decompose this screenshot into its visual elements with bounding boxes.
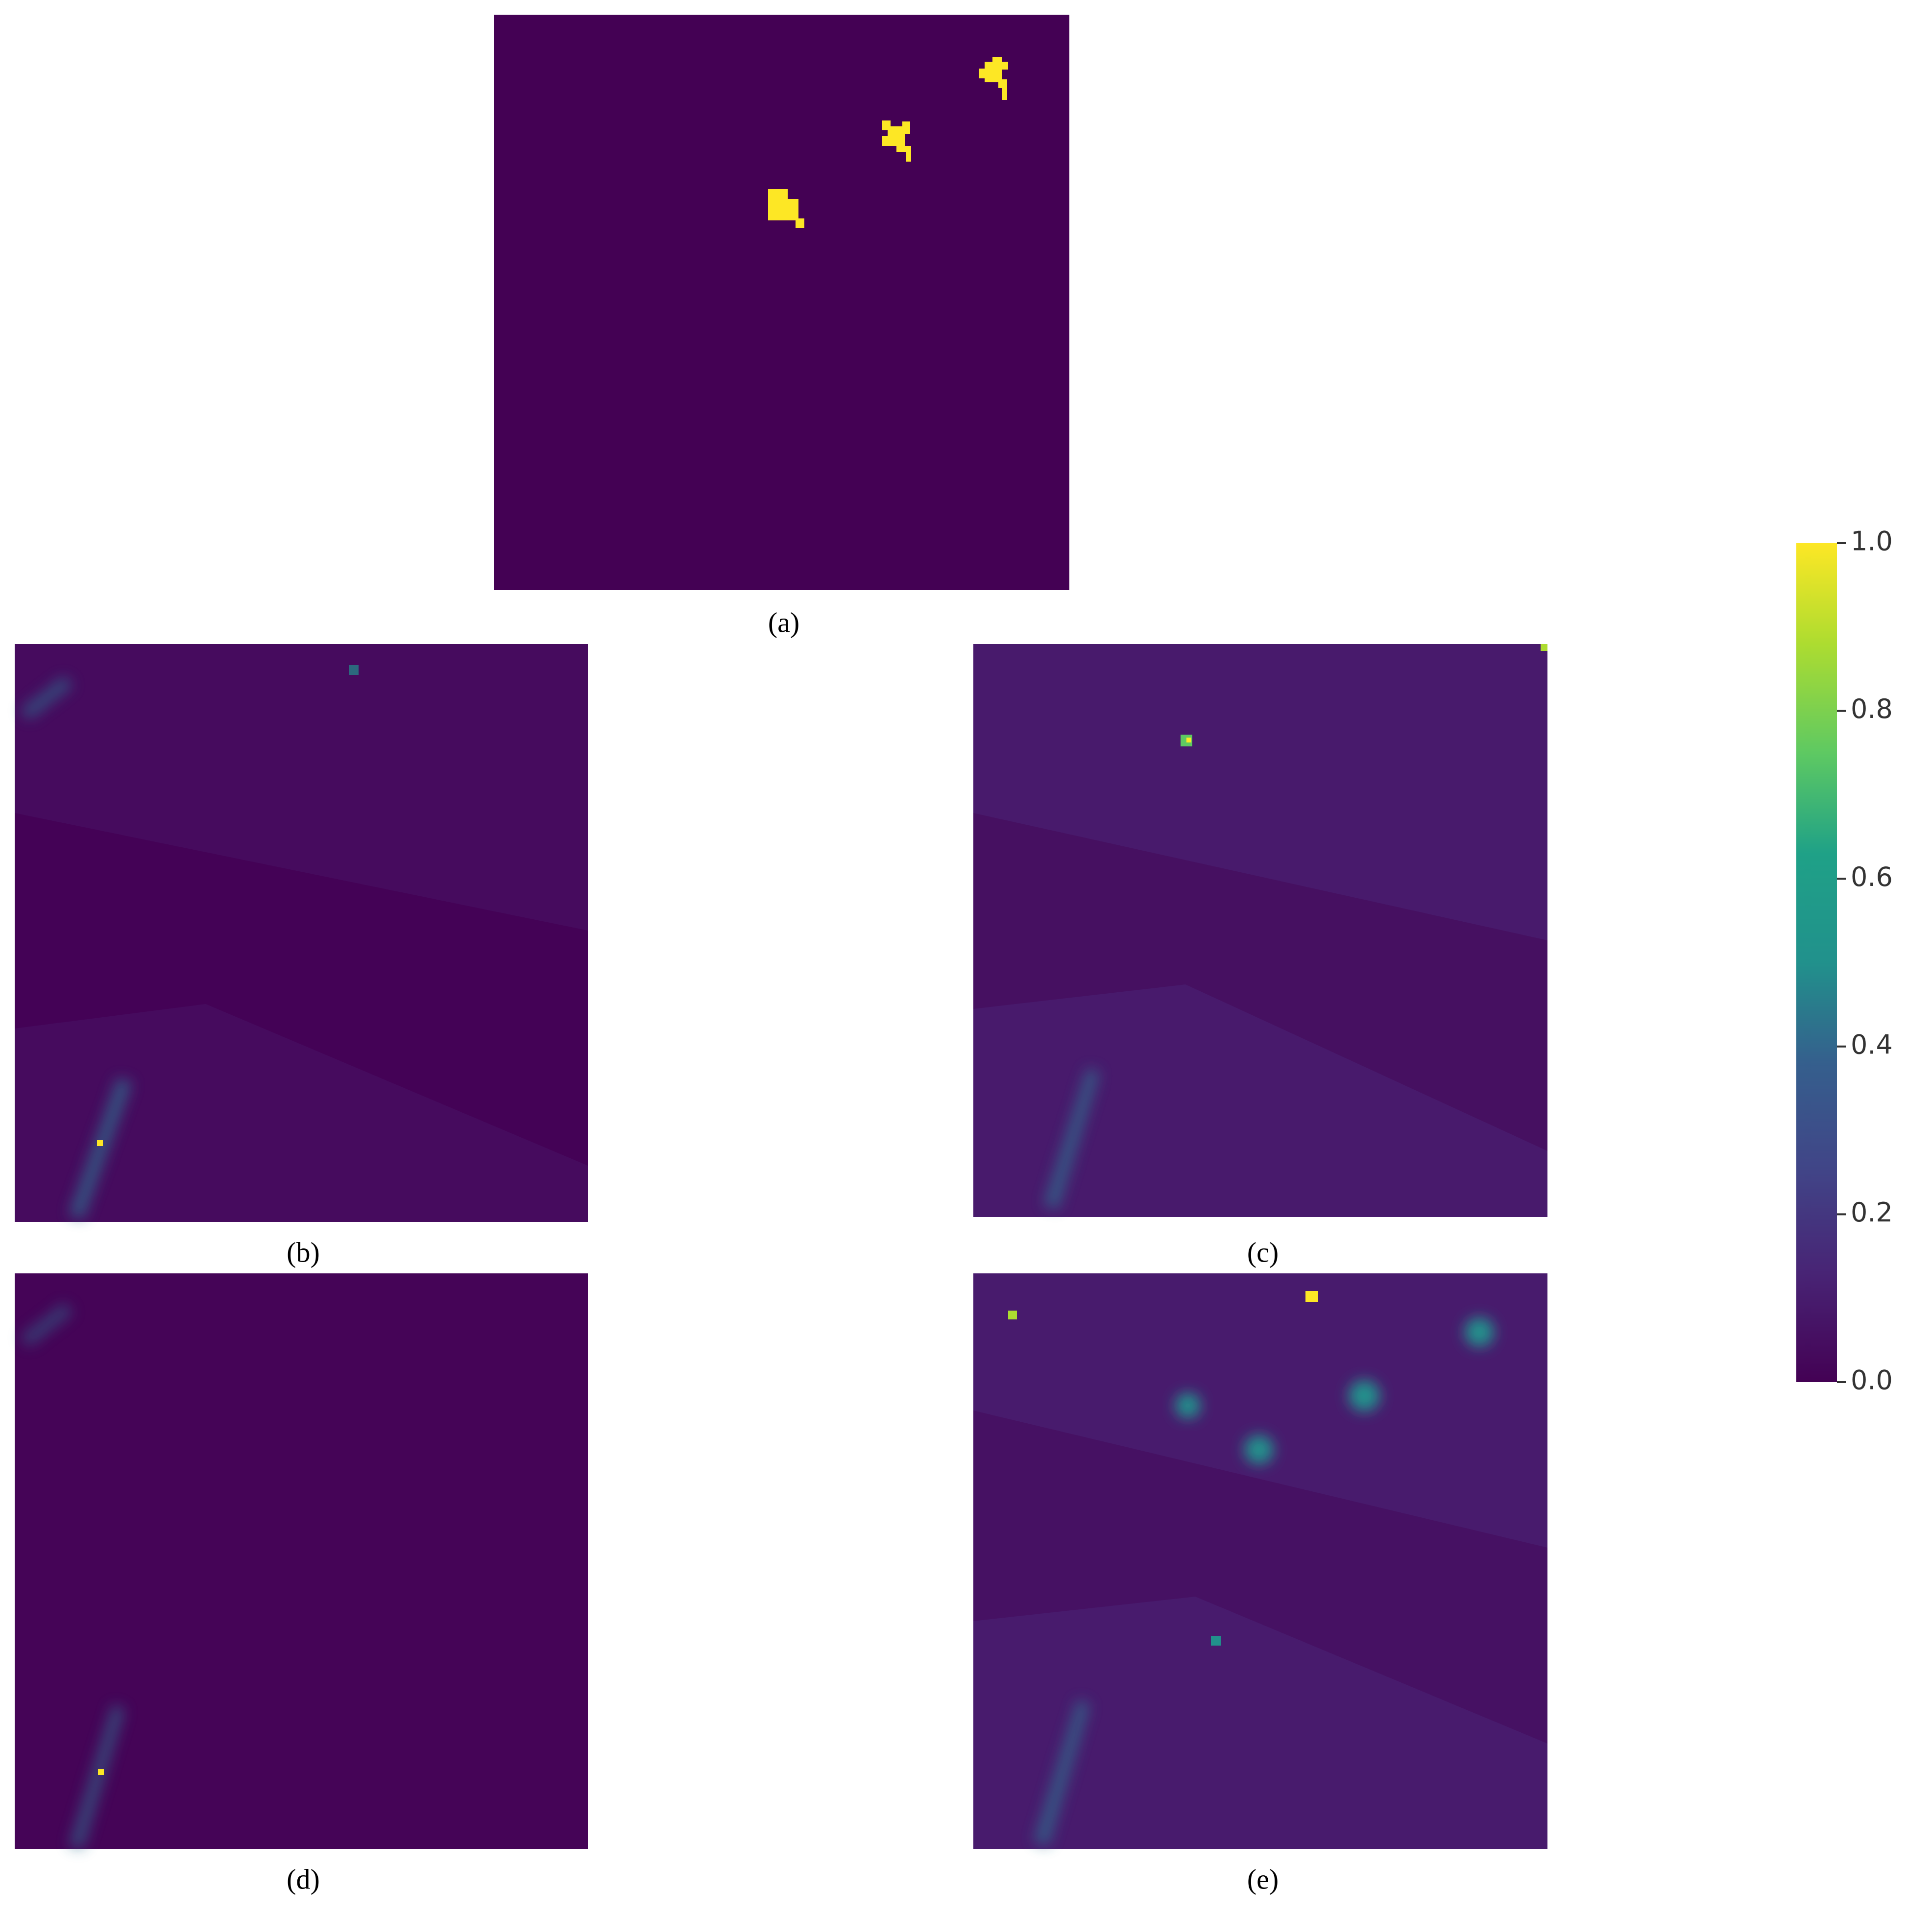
band [15,813,588,1166]
feature [1541,644,1547,651]
blob [882,120,911,162]
band [973,813,1547,1151]
feature [69,1077,132,1220]
blob [979,57,1008,100]
feature [1244,1435,1274,1464]
feature [1211,1636,1221,1646]
feature [1034,1699,1090,1846]
heatmap [494,15,1069,590]
feature [69,1704,125,1849]
panel-b [15,644,588,1222]
feature [20,1303,73,1347]
feature [1349,1380,1380,1411]
hot-pixel [1008,1311,1017,1319]
feature [1465,1317,1494,1347]
blob [768,189,804,228]
panel-e [973,1273,1547,1849]
panel-d [15,1273,588,1849]
panel-label: (c) [1247,1236,1279,1268]
panel-c [973,644,1547,1217]
colorbar-tick-label: 0.4 [1851,1029,1893,1060]
colorbar [1796,543,1837,1382]
panel-label: (a) [768,606,799,638]
hot-pixel [1186,738,1191,742]
panel-label: (e) [1247,1863,1279,1895]
colorbar-tick-label: 0.0 [1851,1365,1893,1396]
colorbar-tick-label: 0.6 [1851,861,1893,892]
feature [349,665,359,675]
panel-label: (b) [287,1236,320,1268]
feature [1043,1068,1100,1210]
hot-pixel [97,1140,103,1146]
hot-pixel [1305,1291,1318,1302]
colorbar-tick-label: 0.2 [1851,1197,1893,1228]
colorbar-tick-label: 0.8 [1851,693,1893,724]
panel-a [494,15,1069,590]
colorbar-tick-label: 1.0 [1851,526,1893,557]
feature [20,676,73,720]
hot-pixel [98,1769,104,1775]
feature [1175,1393,1201,1418]
panel-label: (d) [287,1863,320,1895]
band [973,1411,1547,1744]
